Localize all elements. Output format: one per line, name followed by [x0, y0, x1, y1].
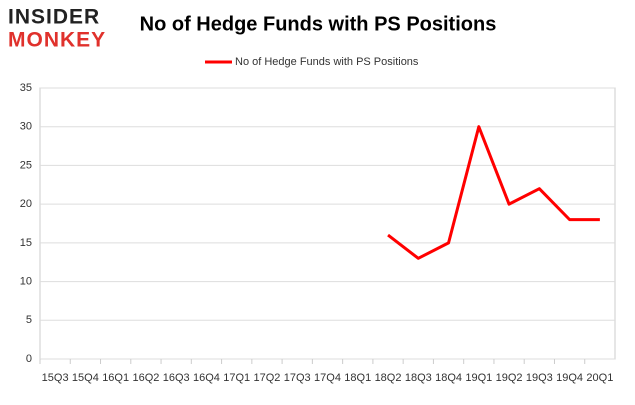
y-tick-label: 30	[20, 121, 32, 133]
y-tick-label: 25	[20, 159, 32, 171]
x-tick-label: 18Q1	[344, 372, 371, 384]
x-tick-label: 15Q4	[72, 372, 99, 384]
x-tick-label: 15Q3	[42, 372, 69, 384]
x-tick-label: 17Q3	[284, 372, 311, 384]
y-tick-label: 15	[20, 237, 32, 249]
x-tick-label: 16Q2	[132, 372, 159, 384]
x-tick-label: 16Q3	[163, 372, 190, 384]
data-line	[387, 125, 600, 260]
plot-area	[39, 87, 616, 360]
x-tick-label: 18Q2	[375, 372, 402, 384]
legend-label: No of Hedge Funds with PS Positions	[235, 56, 419, 68]
x-tick-label: 17Q2	[254, 372, 281, 384]
logo-text: MONKEY	[8, 29, 106, 52]
y-tick-label: 20	[20, 198, 32, 210]
y-tick-label: 0	[26, 353, 32, 365]
x-tick-label: 20Q1	[586, 372, 613, 384]
x-tick-label: 17Q1	[223, 372, 250, 384]
chart-title: No of Hedge Funds with PS Positions	[140, 13, 497, 35]
x-tick-label: 19Q4	[556, 372, 583, 384]
y-tick-label: 5	[26, 314, 32, 326]
x-tick-label: 16Q4	[193, 372, 220, 384]
logo-text: INSIDER	[8, 6, 100, 29]
x-tick-label: 18Q4	[435, 372, 462, 384]
y-tick-label: 35	[20, 82, 32, 94]
x-tick-label: 19Q1	[465, 372, 492, 384]
x-tick-label: 17Q4	[314, 372, 341, 384]
y-tick-label: 10	[20, 275, 32, 287]
x-tick-label: 19Q3	[526, 372, 553, 384]
x-tick-label: 19Q2	[496, 372, 523, 384]
x-tick-label: 16Q1	[102, 372, 129, 384]
x-tick-label: 18Q3	[405, 372, 432, 384]
